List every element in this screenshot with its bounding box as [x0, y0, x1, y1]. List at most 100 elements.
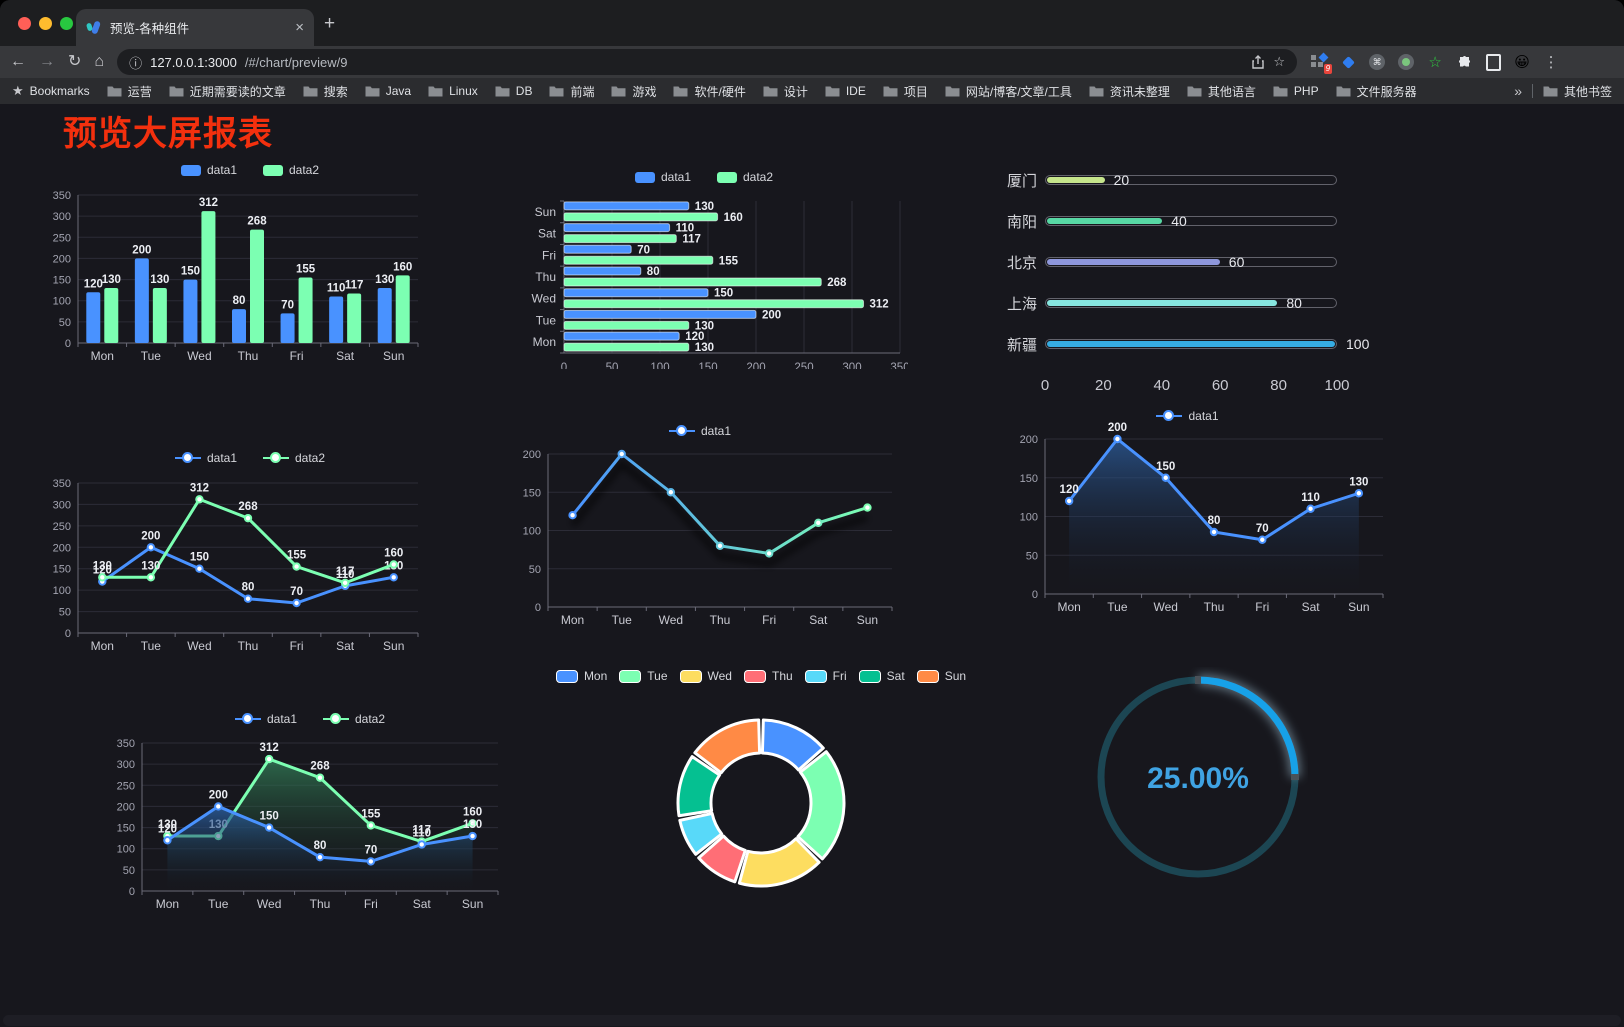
- bookmark-folder[interactable]: 软件/硬件: [673, 83, 746, 100]
- pie-slice-Mon[interactable]: [760, 718, 825, 772]
- bookmark-folder[interactable]: PHP: [1273, 84, 1319, 98]
- bookmark-folder[interactable]: 近期需要读的文章: [169, 83, 286, 100]
- svg-text:70: 70: [364, 844, 377, 856]
- extensions-puzzle-icon[interactable]: [1455, 53, 1473, 71]
- svg-text:Thu: Thu: [238, 639, 259, 653]
- bookmark-folder[interactable]: 资讯未整理: [1089, 83, 1170, 100]
- bookmark-folder[interactable]: 其他语言: [1187, 83, 1256, 100]
- extension-gem-icon[interactable]: [1339, 53, 1357, 71]
- url-bar[interactable]: ⓘ 127.0.0.1:3000 /#/chart/preview/9 ☆: [117, 49, 1298, 75]
- extension-record-icon[interactable]: [1397, 53, 1415, 71]
- browser-tab[interactable]: 预览-各种组件 ×: [76, 9, 314, 46]
- reload-icon[interactable]: ↻: [68, 53, 82, 70]
- pie-slice-Fri[interactable]: [678, 811, 724, 856]
- share-icon[interactable]: [1251, 54, 1265, 70]
- two-line-chart: data1 data2 0 50 100 150 200 250 300 350 Mon Tue Wed…: [40, 441, 460, 656]
- bookmark-folder[interactable]: 网站/博客/文章/工具: [945, 83, 1072, 100]
- legend-item[interactable]: data1: [174, 451, 237, 465]
- legend-item[interactable]: Sun: [916, 669, 966, 683]
- legend-item[interactable]: data2: [263, 163, 319, 177]
- bookmark-folder[interactable]: 搜索: [303, 83, 348, 100]
- bookmark-folder[interactable]: 文件服务器: [1336, 83, 1417, 100]
- back-icon[interactable]: ←: [10, 53, 26, 70]
- svg-text:Mon: Mon: [91, 349, 114, 363]
- bookmark-folder[interactable]: 游戏: [611, 83, 656, 100]
- legend-item[interactable]: data1: [1156, 409, 1219, 423]
- legend-item[interactable]: data2: [263, 451, 325, 465]
- legend-item[interactable]: Tue: [619, 669, 668, 683]
- home-icon[interactable]: ⌂: [94, 53, 105, 70]
- svg-text:Fri: Fri: [290, 349, 304, 363]
- folder-icon: [883, 86, 898, 97]
- svg-text:80: 80: [233, 295, 246, 307]
- svg-text:Fri: Fri: [542, 248, 556, 262]
- bookmark-folder[interactable]: 运营: [107, 83, 152, 100]
- legend-item[interactable]: data1: [180, 163, 237, 177]
- svg-text:0: 0: [129, 886, 135, 898]
- bookmark-folder[interactable]: Linux: [428, 84, 478, 98]
- legend-item[interactable]: Mon: [555, 669, 607, 683]
- svg-text:200: 200: [746, 362, 765, 369]
- bookmark-folder[interactable]: DB: [495, 84, 532, 98]
- svg-text:150: 150: [53, 564, 71, 576]
- horizontal-scrollbar[interactable]: [3, 1015, 1621, 1026]
- pie-slice-Tue[interactable]: [796, 750, 846, 861]
- legend-item[interactable]: Wed: [679, 669, 732, 683]
- pie-slice-Sat[interactable]: [676, 755, 722, 818]
- legend-item[interactable]: Fri: [804, 669, 847, 683]
- extension-star-icon[interactable]: ☆: [1428, 54, 1442, 71]
- svg-text:Fri: Fri: [290, 639, 304, 653]
- legend-item[interactable]: data1: [234, 712, 297, 726]
- other-bookmarks[interactable]: 其他书签: [1543, 83, 1612, 100]
- bookmark-folder[interactable]: 前端: [549, 83, 594, 100]
- svg-text:150: 150: [698, 362, 717, 369]
- close-window-button[interactable]: [18, 17, 31, 30]
- svg-text:155: 155: [719, 255, 739, 267]
- bookmarks-manager[interactable]: ★ Bookmarks: [12, 83, 90, 98]
- reading-list-icon[interactable]: [1484, 53, 1502, 71]
- zoom-window-button[interactable]: [60, 17, 73, 30]
- svg-text:117: 117: [682, 234, 701, 246]
- new-tab-button[interactable]: +: [324, 13, 336, 34]
- extension-grid-icon[interactable]: 9: [1310, 52, 1333, 74]
- tab-close-icon[interactable]: ×: [295, 19, 304, 36]
- site-info-icon[interactable]: ⓘ: [129, 55, 143, 71]
- forward-icon[interactable]: →: [39, 53, 55, 70]
- svg-text:110: 110: [336, 569, 355, 581]
- progress-row: 新疆 100: [992, 336, 1369, 354]
- bookmark-folder[interactable]: 项目: [883, 83, 928, 100]
- pie-slice-Wed[interactable]: [737, 837, 821, 888]
- legend-item[interactable]: data2: [323, 712, 385, 726]
- svg-text:Sun: Sun: [383, 639, 404, 653]
- svg-text:0: 0: [1032, 589, 1038, 601]
- pie-slice-Thu[interactable]: [697, 834, 747, 884]
- svg-text:Sun: Sun: [857, 613, 878, 627]
- bookmarks-overflow-chevron[interactable]: »: [1514, 83, 1522, 99]
- browser-menu-icon[interactable]: ⋮: [1543, 54, 1559, 71]
- extension-command-icon[interactable]: ⌘: [1368, 53, 1386, 71]
- legend-item[interactable]: data1: [634, 170, 691, 184]
- bookmark-folder[interactable]: 设计: [763, 83, 808, 100]
- minimize-window-button[interactable]: [39, 17, 52, 30]
- legend-item[interactable]: Sat: [858, 669, 905, 683]
- svg-text:200: 200: [1108, 422, 1127, 434]
- bookmark-folder[interactable]: Java: [365, 84, 411, 98]
- gauge-value-label: 25.00%: [1147, 762, 1249, 795]
- site-favicon-icon: [85, 19, 102, 35]
- svg-text:0: 0: [535, 602, 541, 614]
- bookmark-folder[interactable]: IDE: [825, 84, 866, 98]
- svg-text:130: 130: [1349, 476, 1368, 488]
- profile-avatar[interactable]: 😀: [1514, 54, 1530, 71]
- legend-item[interactable]: data1: [668, 424, 731, 438]
- svg-text:80: 80: [314, 840, 327, 852]
- legend-item[interactable]: data2: [717, 170, 773, 184]
- svg-text:120: 120: [84, 278, 103, 290]
- svg-text:268: 268: [247, 216, 267, 228]
- folder-icon: [1543, 86, 1558, 97]
- bookmark-star-icon[interactable]: ☆: [1273, 54, 1286, 69]
- pie-slice-Sun[interactable]: [693, 718, 762, 775]
- progress-fill: [1047, 259, 1220, 265]
- svg-text:117: 117: [336, 566, 355, 578]
- legend-item[interactable]: Thu: [743, 669, 793, 683]
- progress-row: 北京 60: [992, 254, 1337, 272]
